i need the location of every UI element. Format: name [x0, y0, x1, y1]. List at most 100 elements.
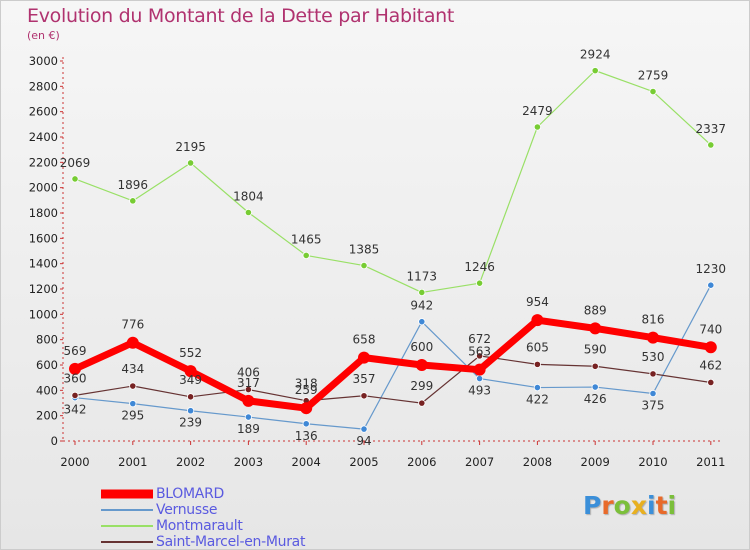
data-label: 375	[642, 399, 665, 413]
y-tick-label: 1600	[29, 231, 58, 245]
data-point	[302, 420, 310, 428]
data-point	[707, 141, 715, 149]
data-point	[300, 402, 313, 415]
y-tick-label: 1800	[29, 206, 58, 220]
data-point	[531, 314, 544, 327]
y-tick-label: 400	[36, 383, 58, 397]
series-line-blomard	[71, 316, 715, 412]
x-tick-label: 2001	[118, 455, 147, 469]
data-label: 2479	[522, 104, 553, 118]
data-point	[187, 393, 195, 401]
data-label: 342	[64, 403, 87, 417]
data-label: 2069	[60, 156, 91, 170]
legend-swatch	[101, 509, 153, 511]
data-point	[129, 197, 137, 205]
data-point	[475, 279, 484, 287]
data-label: 1804	[233, 189, 264, 203]
y-tick-label: 2800	[29, 79, 58, 93]
data-point	[360, 261, 368, 270]
data-label: 434	[121, 362, 144, 376]
data-label: 136	[295, 429, 318, 443]
x-tick-label: 2006	[407, 455, 436, 469]
data-label: 239	[179, 416, 202, 430]
y-tick-label: 2200	[29, 155, 58, 169]
data-label: 2924	[580, 48, 611, 62]
series-line-montmarault	[74, 70, 712, 294]
data-point	[591, 383, 599, 391]
data-point	[69, 362, 81, 375]
data-label: 94	[356, 434, 371, 448]
data-point	[475, 352, 484, 360]
data-label: 406	[237, 366, 260, 380]
data-label: 942	[410, 299, 433, 313]
data-point	[244, 208, 252, 217]
data-point	[418, 399, 426, 407]
data-label: 2337	[696, 122, 727, 136]
data-point	[704, 341, 717, 354]
y-tick-label: 600	[36, 358, 58, 372]
data-point	[707, 378, 715, 387]
data-point	[129, 382, 137, 390]
data-point	[187, 407, 195, 415]
proxiti-logo: Proxiti	[583, 491, 677, 520]
chart-subtitle: (en €)	[27, 29, 60, 42]
data-label: 1465	[291, 232, 322, 246]
data-point	[649, 389, 657, 398]
y-tick-label: 2000	[29, 181, 58, 195]
data-label: 259	[295, 383, 318, 397]
data-point	[71, 391, 79, 399]
data-label: 563	[468, 345, 491, 359]
data-label: 600	[410, 340, 433, 354]
data-label: 1230	[696, 262, 727, 276]
data-point	[533, 383, 542, 392]
data-point	[418, 288, 426, 297]
data-label: 658	[353, 333, 376, 347]
data-point	[187, 159, 195, 167]
data-point	[533, 360, 542, 368]
y-tick-label: 800	[36, 333, 58, 347]
data-label: 299	[410, 379, 433, 393]
y-tick-label: 1200	[29, 282, 58, 296]
data-point	[244, 413, 252, 421]
data-label: 357	[353, 372, 376, 386]
x-tick-label: 2007	[465, 455, 494, 469]
legend-swatch	[101, 541, 153, 543]
data-point	[302, 251, 310, 260]
data-point	[647, 331, 659, 344]
data-point	[707, 281, 715, 289]
data-point	[589, 322, 602, 335]
series-line-vernusse	[74, 284, 712, 430]
data-point	[418, 318, 426, 326]
x-tick-label: 2011	[696, 455, 725, 469]
chart-title: Evolution du Montant de la Dette par Hab…	[27, 5, 455, 27]
data-label: 954	[526, 295, 549, 309]
data-label: 552	[179, 346, 202, 360]
data-point	[473, 363, 486, 376]
data-label: 189	[237, 422, 260, 436]
legend-swatch	[101, 489, 153, 499]
x-tick-label: 2009	[581, 455, 610, 469]
data-label: 530	[642, 350, 665, 364]
data-label: 1173	[407, 269, 438, 283]
data-point	[129, 400, 137, 408]
data-label: 569	[64, 344, 87, 358]
data-point	[71, 175, 79, 183]
data-label: 317	[237, 376, 260, 390]
data-label: 1896	[118, 178, 149, 192]
y-tick-label: 1400	[29, 257, 58, 271]
data-label: 816	[642, 313, 665, 327]
legend-label: Vernusse	[156, 502, 218, 518]
y-tick-label: 3000	[29, 54, 58, 68]
series-line-saint-marcel-en-murat	[74, 355, 712, 404]
data-label: 740	[699, 322, 722, 336]
x-tick-label: 2000	[60, 455, 89, 469]
data-point	[126, 336, 139, 349]
data-point	[242, 394, 255, 407]
x-tick-label: 2003	[234, 455, 263, 469]
data-point	[358, 351, 370, 364]
data-label: 493	[468, 384, 491, 398]
data-label: 462	[699, 358, 722, 372]
data-label: 672	[468, 332, 491, 346]
x-tick-label: 2010	[638, 455, 667, 469]
x-tick-label: 2005	[349, 455, 378, 469]
